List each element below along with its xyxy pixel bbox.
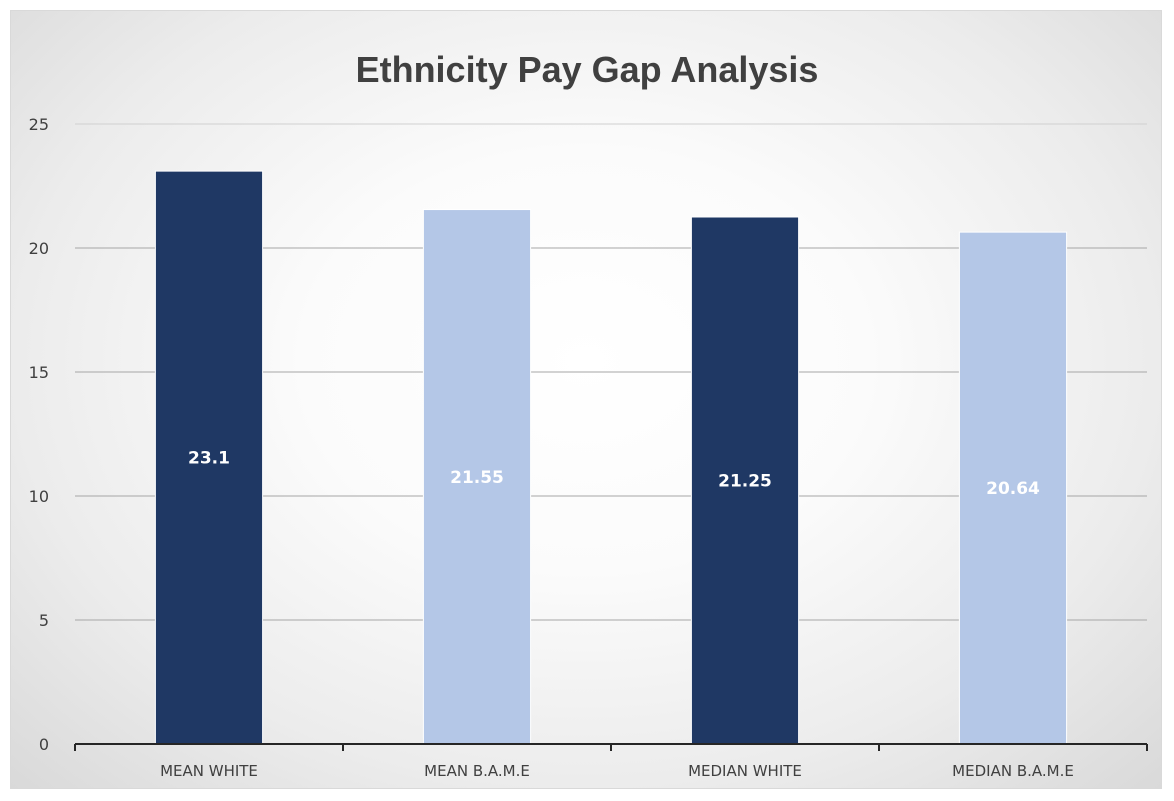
chart-container: Ethnicity Pay Gap Analysis 0 5 10 15 20 25 23.… bbox=[10, 10, 1162, 789]
data-label: 21.55 bbox=[450, 468, 504, 488]
y-tick-label: 20 bbox=[29, 239, 49, 258]
bar bbox=[154, 170, 264, 745]
bar bbox=[422, 209, 532, 745]
bar-chart-plot: 0 5 10 15 20 25 23.1 MEAN WHITE 21.55 MEAN B.A.M.… bbox=[29, 115, 1148, 780]
y-tick-label: 15 bbox=[29, 363, 49, 382]
x-category-label: MEDIAN B.A.M.E bbox=[952, 762, 1074, 780]
data-label: 23.1 bbox=[188, 449, 230, 469]
bars bbox=[154, 170, 1068, 745]
bar bbox=[690, 216, 800, 745]
y-tick-label: 0 bbox=[39, 735, 49, 754]
x-category-label: MEAN B.A.M.E bbox=[424, 762, 530, 780]
y-tick-label: 25 bbox=[29, 115, 49, 134]
y-tick-label: 10 bbox=[29, 487, 49, 506]
x-category-label: MEAN WHITE bbox=[160, 762, 258, 780]
data-label: 21.25 bbox=[718, 472, 772, 492]
y-tick-label: 5 bbox=[39, 611, 49, 630]
data-label: 20.64 bbox=[986, 479, 1040, 499]
x-category-label: MEDIAN WHITE bbox=[688, 762, 802, 780]
axes bbox=[74, 743, 1148, 751]
bar bbox=[958, 231, 1068, 745]
labels: 0 5 10 15 20 25 23.1 MEAN WHITE 21.55 MEAN B.A.M.… bbox=[29, 115, 1074, 780]
chart-title: Ethnicity Pay Gap Analysis bbox=[355, 49, 819, 90]
